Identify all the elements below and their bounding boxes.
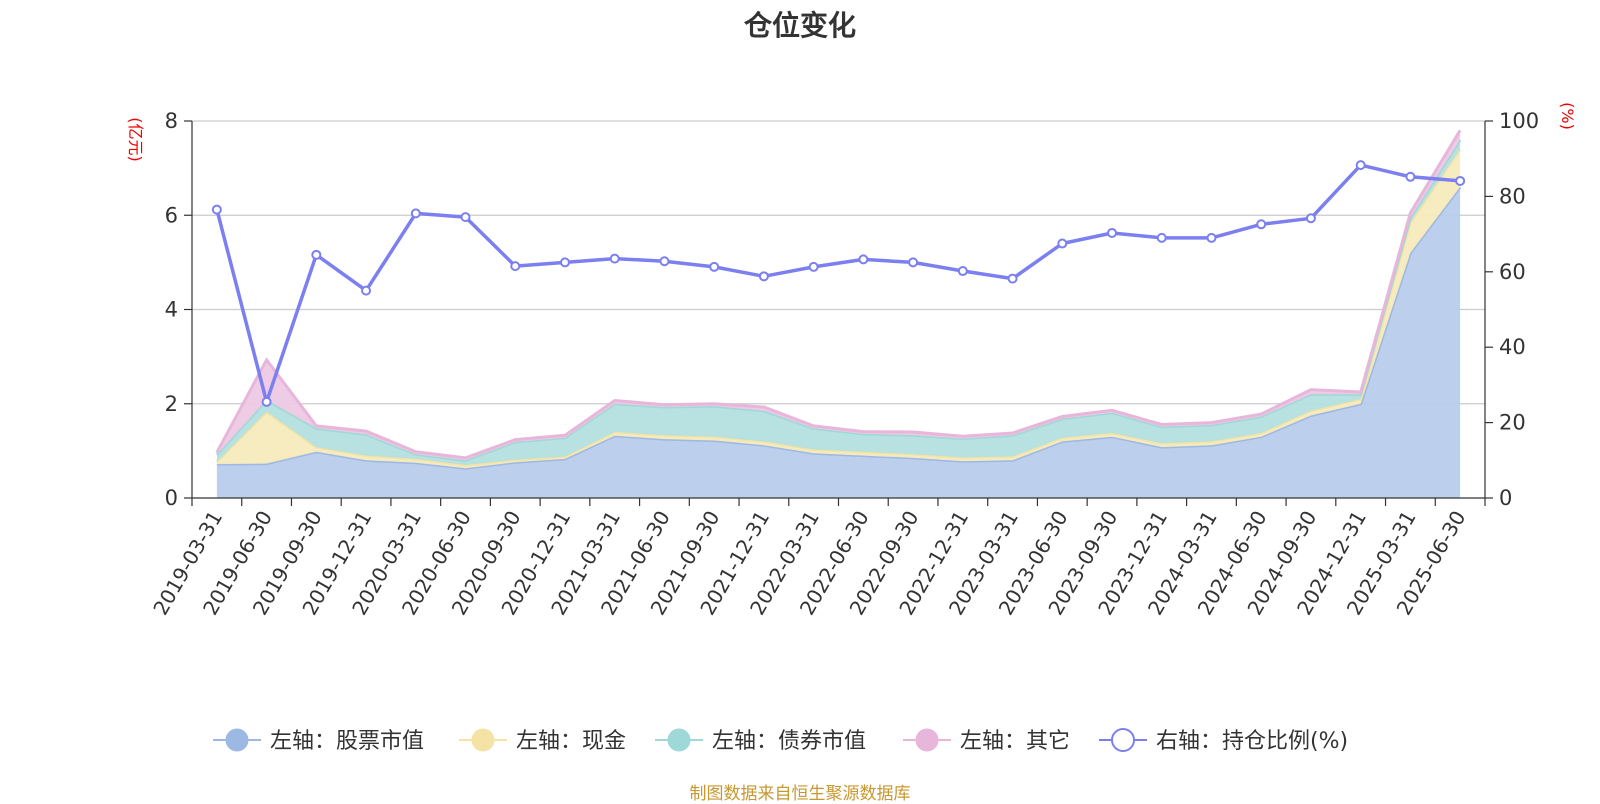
line-point — [808, 261, 819, 272]
y-right-tick-label: 20 — [1499, 411, 1526, 435]
area-0 — [216, 187, 1461, 498]
line-point — [311, 249, 322, 260]
line-point — [957, 266, 968, 277]
area-3 — [216, 130, 1461, 461]
legend-marker-4 — [1111, 728, 1135, 752]
line-point — [1007, 273, 1018, 284]
line-point — [460, 212, 471, 223]
legend-label-0: 左轴：股票市值 — [270, 729, 424, 754]
y-left-tick-label: 6 — [165, 203, 178, 227]
line-point — [1156, 232, 1167, 243]
line-point — [1057, 238, 1068, 249]
line-point — [908, 257, 919, 268]
line-series — [215, 163, 1461, 404]
line-point — [410, 208, 421, 219]
legend-label-3: 左轴：其它 — [960, 729, 1070, 754]
area-line-2 — [215, 139, 1462, 462]
y-right-tick-label: 60 — [1499, 260, 1526, 284]
line-point — [1256, 219, 1267, 230]
y-right-tick-label: 80 — [1499, 184, 1526, 208]
legend-label-1: 左轴：现金 — [516, 729, 626, 754]
line-point — [510, 261, 521, 272]
chart-title: 仓位变化 — [743, 9, 856, 42]
y-right-tick-label: 40 — [1499, 335, 1526, 359]
line-point — [261, 396, 272, 407]
y-left-tick-label: 0 — [165, 486, 178, 510]
line-point — [709, 261, 720, 272]
legend-marker-3 — [915, 728, 939, 752]
line-point — [211, 204, 222, 215]
line-point — [1107, 227, 1118, 238]
y-left-tick-label: 4 — [165, 298, 178, 322]
area-line-3 — [215, 129, 1462, 460]
line-point — [559, 257, 570, 268]
y-left-tick-label: 8 — [165, 109, 178, 133]
line-point — [758, 271, 769, 282]
legend-label-4: 右轴：持仓比例(%) — [1156, 729, 1348, 754]
line-point — [1305, 213, 1316, 224]
legend-marker-2 — [667, 728, 691, 752]
line-point — [1206, 232, 1217, 243]
line-point — [659, 256, 670, 267]
source-note: 制图数据来自恒生聚源数据库 — [689, 784, 911, 804]
left-axis-unit: (亿元) — [126, 117, 145, 162]
area-2 — [216, 139, 1461, 465]
legend-label-2: 左轴：债券市值 — [712, 729, 866, 754]
line-point — [361, 285, 372, 296]
line-point — [1405, 171, 1416, 182]
legend-marker-0 — [225, 728, 249, 752]
line-point — [1355, 160, 1366, 171]
legend-marker-1 — [471, 728, 495, 752]
y-right-tick-label: 100 — [1499, 109, 1539, 133]
line-point — [609, 253, 620, 264]
y-right-tick-label: 0 — [1499, 486, 1512, 510]
line-point — [1455, 175, 1466, 186]
right-axis-unit: (%) — [1558, 102, 1577, 130]
line-point — [858, 254, 869, 265]
y-left-tick-label: 2 — [165, 392, 178, 416]
